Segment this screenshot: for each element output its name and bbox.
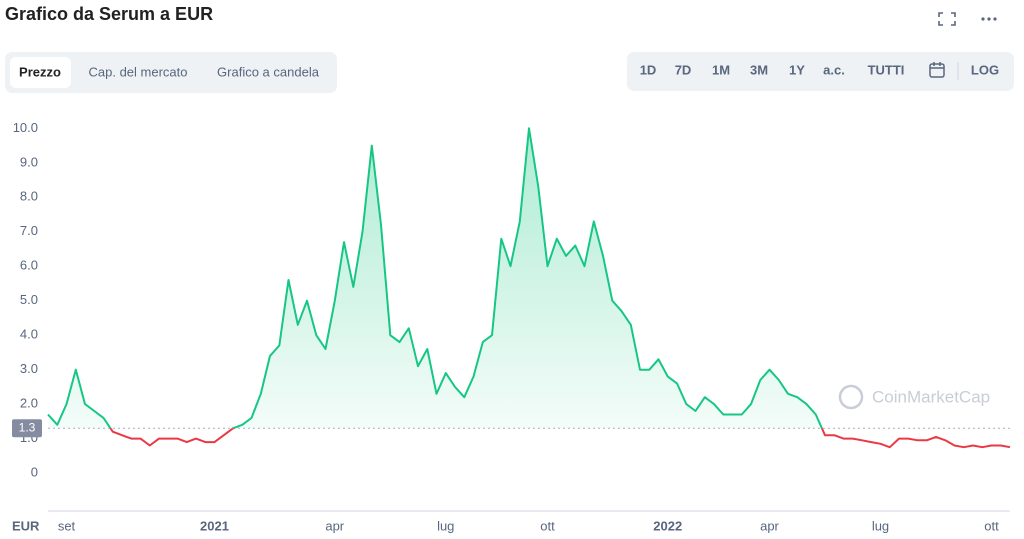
range-button[interactable]: 3M: [750, 62, 768, 77]
x-tick-label: lug: [437, 518, 454, 533]
range-button[interactable]: a.c.: [823, 62, 845, 77]
log-button[interactable]: LOG: [971, 62, 999, 77]
y-tick-label: 5.0: [20, 292, 38, 307]
x-tick-label: apr: [325, 518, 344, 533]
y-tick-label: 8.0: [20, 189, 38, 204]
x-tick-label: ott: [984, 518, 999, 533]
range-button[interactable]: 1M: [712, 62, 730, 77]
fullscreen-icon[interactable]: [938, 12, 956, 26]
x-tick-label: 2021: [200, 518, 229, 533]
range-button[interactable]: 7D: [675, 62, 692, 77]
baseline-label: 1.3: [19, 420, 36, 434]
tab-bar: [5, 52, 337, 93]
price-area: [48, 128, 1010, 429]
y-tick-label: 3.0: [20, 361, 38, 376]
y-tick-label: 10.0: [13, 120, 38, 135]
y-tick-label: 6.0: [20, 258, 38, 273]
range-button[interactable]: 1D: [640, 62, 657, 77]
y-tick-label: 2.0: [20, 396, 38, 411]
x-tick-label: apr: [760, 518, 779, 533]
x-tick-label: ott: [540, 518, 555, 533]
calendar-icon[interactable]: [929, 62, 945, 78]
tab[interactable]: Grafico a candela: [217, 64, 320, 79]
range-bar: [627, 52, 1014, 91]
tab[interactable]: Prezzo: [19, 64, 61, 79]
tab-selected: [10, 57, 71, 88]
watermark: CoinMarketCap: [872, 387, 990, 406]
tab[interactable]: Cap. del mercato: [89, 64, 188, 79]
y-tick-label: 7.0: [20, 223, 38, 238]
price-line-up: [47, 127, 824, 429]
range-button[interactable]: TUTTI: [868, 62, 905, 77]
y-unit-label: EUR: [12, 518, 40, 533]
baseline-badge: [12, 419, 42, 438]
range-button[interactable]: 1Y: [789, 62, 805, 77]
watermark-logo: [838, 384, 864, 410]
title: Grafico da Serum a EUR: [5, 4, 213, 24]
more-icon[interactable]: [981, 17, 997, 21]
price-line-down: [109, 428, 1011, 449]
y-tick-label: 9.0: [20, 154, 38, 169]
x-tick-label: set: [58, 518, 76, 533]
y-tick-label: 4.0: [20, 327, 38, 342]
y-tick-label: 0: [31, 465, 38, 480]
x-tick-label: 2022: [653, 518, 682, 533]
x-tick-label: lug: [872, 518, 889, 533]
